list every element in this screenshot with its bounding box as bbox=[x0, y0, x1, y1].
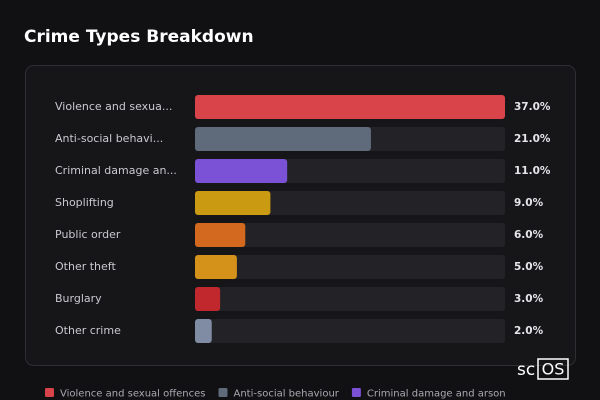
bar bbox=[195, 319, 212, 343]
bar bbox=[195, 255, 237, 279]
category-label: Anti-social behavi... bbox=[55, 132, 163, 145]
bar-track bbox=[195, 223, 505, 247]
value-label: 3.0% bbox=[514, 293, 544, 305]
category-label: Shoplifting bbox=[55, 196, 114, 209]
value-label: 5.0% bbox=[514, 261, 544, 273]
bar bbox=[195, 95, 505, 119]
bar-track bbox=[195, 319, 505, 343]
value-label: 9.0% bbox=[514, 197, 544, 209]
legend-swatch bbox=[351, 388, 361, 397]
value-label: 11.0% bbox=[514, 165, 551, 177]
value-label: 37.0% bbox=[514, 101, 551, 113]
value-label: 2.0% bbox=[514, 325, 544, 337]
bar bbox=[195, 191, 271, 215]
watermark: sc bbox=[517, 360, 535, 380]
legend-label: Violence and sexual offences bbox=[60, 389, 206, 400]
category-label: Violence and sexua... bbox=[55, 100, 172, 113]
legend-label: Criminal damage and arson bbox=[367, 389, 506, 400]
legend-swatch bbox=[45, 388, 54, 397]
category-label: Criminal damage an... bbox=[55, 164, 177, 177]
category-label: Burglary bbox=[55, 292, 102, 305]
watermark-box bbox=[537, 358, 569, 380]
category-label: Public order bbox=[55, 228, 121, 241]
bar bbox=[195, 159, 288, 183]
watermark-boxed: OS bbox=[542, 360, 565, 379]
legend-swatch bbox=[218, 388, 228, 397]
chart-title: Crime Types Breakdown bbox=[24, 27, 254, 47]
bar bbox=[195, 287, 221, 311]
bar-track bbox=[195, 191, 505, 215]
category-label: Other theft bbox=[55, 260, 116, 273]
bar-track bbox=[195, 255, 505, 279]
value-label: 21.0% bbox=[514, 133, 551, 145]
bar bbox=[195, 223, 246, 247]
value-label: 6.0% bbox=[514, 229, 544, 241]
bar bbox=[195, 127, 371, 151]
legend-label: Anti-social behaviour bbox=[234, 389, 340, 400]
bar-track bbox=[195, 287, 505, 311]
category-label: Other crime bbox=[55, 324, 121, 337]
